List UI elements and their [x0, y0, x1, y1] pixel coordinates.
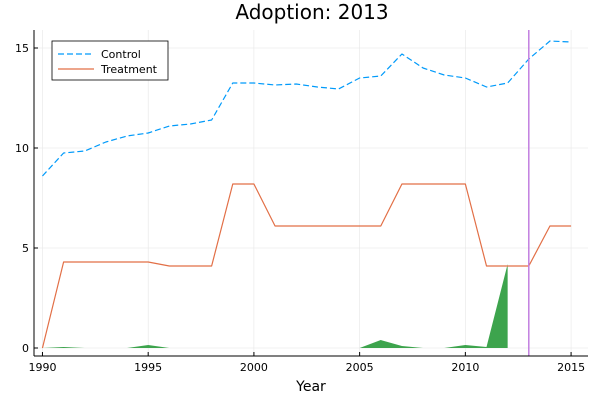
fill-area: [42, 264, 508, 348]
axes: [33, 30, 588, 357]
x-axis-label: Year: [295, 379, 326, 395]
fill-layer: [42, 264, 508, 348]
x-tick-label: 1990: [28, 361, 56, 374]
y-tick-label: 0: [22, 342, 29, 355]
legend-label-1: Treatment: [100, 63, 158, 76]
x-tick-label: 2005: [346, 361, 374, 374]
x-tick-label: 2010: [451, 361, 479, 374]
x-tick-label: 1995: [134, 361, 162, 374]
y-tick-label: 5: [22, 242, 29, 255]
series-layer: [41, 40, 572, 349]
legend-box: [51, 40, 169, 81]
ticks: 1990 1995 2000 2005 2010 2015 0 5 10 15: [15, 42, 585, 374]
y-tick-label: 15: [15, 42, 29, 55]
chart-title: Adoption: 2013: [235, 0, 388, 24]
y-tick-label: 10: [15, 142, 29, 155]
legend-label-0: Control: [101, 48, 141, 61]
x-tick-label: 2015: [557, 361, 585, 374]
legend: Control Treatment: [51, 40, 169, 81]
series-line-0: [42, 40, 572, 177]
x-tick-label: 2000: [240, 361, 268, 374]
series-line-1: [41, 183, 572, 349]
grid: [34, 30, 588, 356]
